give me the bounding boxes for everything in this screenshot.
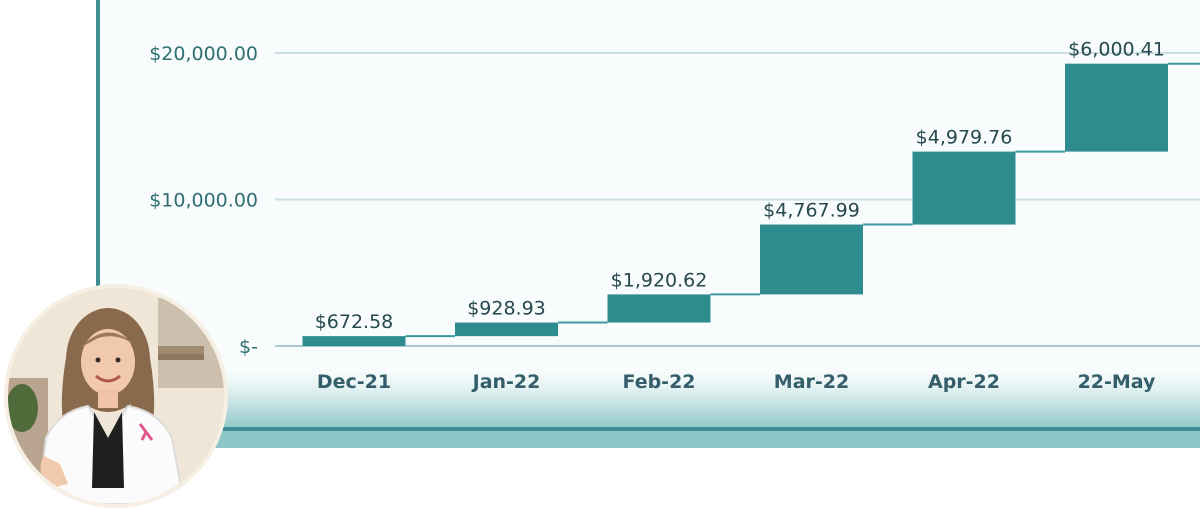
connectors: [405, 62, 1200, 338]
x-axis-labels: Dec-21 Jan-22 Feb-22 Mar-22 Apr-22 22-May: [317, 371, 1156, 393]
data-label: $672.58: [315, 311, 394, 333]
waterfall-bar: [912, 151, 1016, 225]
waterfall-bar: [455, 322, 558, 337]
person-photo-icon: [4, 284, 228, 508]
chart-bottom-band: [100, 360, 1200, 430]
x-tick-label: Mar-22: [774, 371, 849, 393]
waterfall-bar: [760, 224, 863, 295]
chart-frame-bottom-shade: [100, 431, 1200, 448]
y-axis-ticks: $- $10,000.00 $20,000.00: [149, 43, 258, 358]
waterfall-bar: [302, 336, 406, 346]
data-label: $928.93: [467, 298, 546, 320]
y-tick-label: $-: [239, 336, 258, 358]
data-label: $1,920.62: [611, 269, 708, 291]
x-tick-label: Jan-22: [471, 371, 541, 393]
x-tick-label: Dec-21: [317, 371, 391, 393]
chart-frame-left: [96, 0, 100, 448]
data-label: $4,979.76: [916, 127, 1013, 149]
bars: [302, 63, 1168, 346]
data-labels: $672.58 $928.93 $1,920.62 $4,767.99 $4,979.7…: [315, 39, 1165, 333]
y-tick-label: $10,000.00: [149, 190, 258, 212]
y-tick-label: $20,000.00: [149, 43, 258, 65]
x-tick-label: Feb-22: [622, 371, 695, 393]
waterfall-bar: [1065, 63, 1168, 152]
waterfall-bar: [607, 294, 711, 323]
chart-frame-bottom: [100, 427, 1200, 431]
x-tick-label: Apr-22: [928, 371, 1000, 393]
x-tick-label: 22-May: [1078, 371, 1156, 393]
data-label: $6,000.41: [1068, 39, 1165, 61]
data-label: $4,767.99: [763, 200, 860, 222]
gridlines: [275, 52, 1200, 347]
